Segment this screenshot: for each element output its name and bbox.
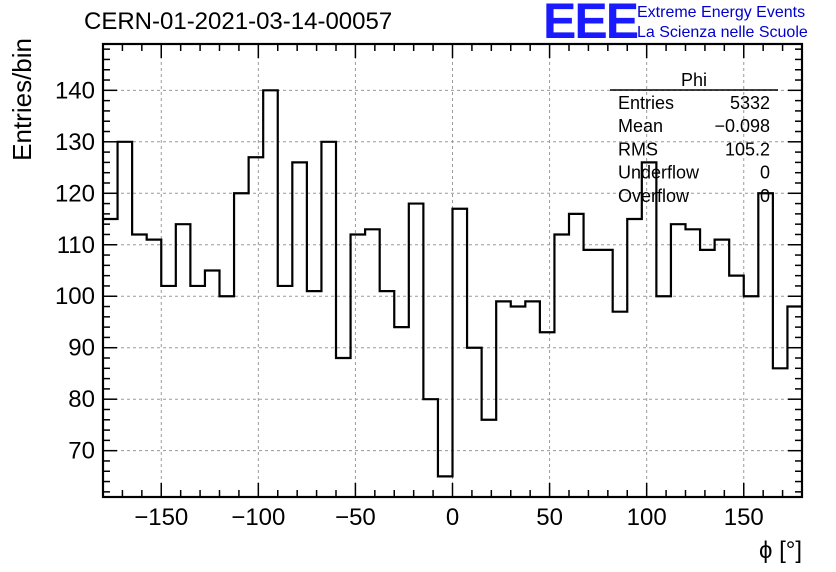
y-tick-label: 110 <box>57 232 95 259</box>
x-tick-label: 150 <box>724 504 764 531</box>
run-title: CERN-01-2021-03-14-00057 <box>84 8 393 35</box>
y-tick-label: 120 <box>55 180 95 207</box>
y-tick-label: 130 <box>55 129 95 156</box>
x-tick-label: 50 <box>536 504 563 531</box>
x-tick-label: −100 <box>231 504 285 531</box>
stats-box: Phi Entries 5332 Mean −0.098 RMS 105.2 Underfl… <box>610 70 778 206</box>
x-axis-title: ϕ [°] <box>759 537 802 564</box>
stats-rows: Entries 5332 Mean −0.098 RMS 105.2 Underflow 0 O… <box>618 93 770 206</box>
y-tick-label: 100 <box>55 283 95 310</box>
x-tick-label: 100 <box>627 504 667 531</box>
y-tick-label: 70 <box>68 438 95 465</box>
stats-value: 0 <box>760 163 770 183</box>
x-tick-label: −50 <box>335 504 376 531</box>
x-tick-labels: −150 −100 −50 0 50 100 150 <box>134 504 764 531</box>
y-tick-label: 90 <box>68 335 95 362</box>
histogram-line <box>103 89 802 478</box>
y-tick-label: 140 <box>55 77 95 104</box>
stats-value: 105.2 <box>725 139 770 159</box>
x-tick-label: 0 <box>446 504 459 531</box>
stats-label: RMS <box>618 139 658 159</box>
stats-value: 0 <box>760 186 770 206</box>
logo-tagline-1: Extreme Energy Events <box>637 4 806 21</box>
axis-ticks <box>102 44 803 497</box>
logo-tagline-2: La Scienza nelle Scuole <box>637 24 808 41</box>
x-tick-label: −150 <box>134 504 188 531</box>
y-tick-labels: 70 80 90 100 110 120 130 140 <box>55 77 95 464</box>
y-axis-title: Entries/bin <box>7 38 37 161</box>
stats-label: Mean <box>618 116 663 136</box>
stats-value: −0.098 <box>714 116 770 136</box>
stats-label: Underflow <box>618 163 700 183</box>
eee-logo: EEE <box>543 0 639 49</box>
stats-value: 5332 <box>730 93 770 113</box>
stats-label: Overflow <box>618 186 690 206</box>
y-tick-label: 80 <box>68 386 95 413</box>
stats-label: Entries <box>618 93 674 113</box>
stats-title: Phi <box>681 70 707 90</box>
